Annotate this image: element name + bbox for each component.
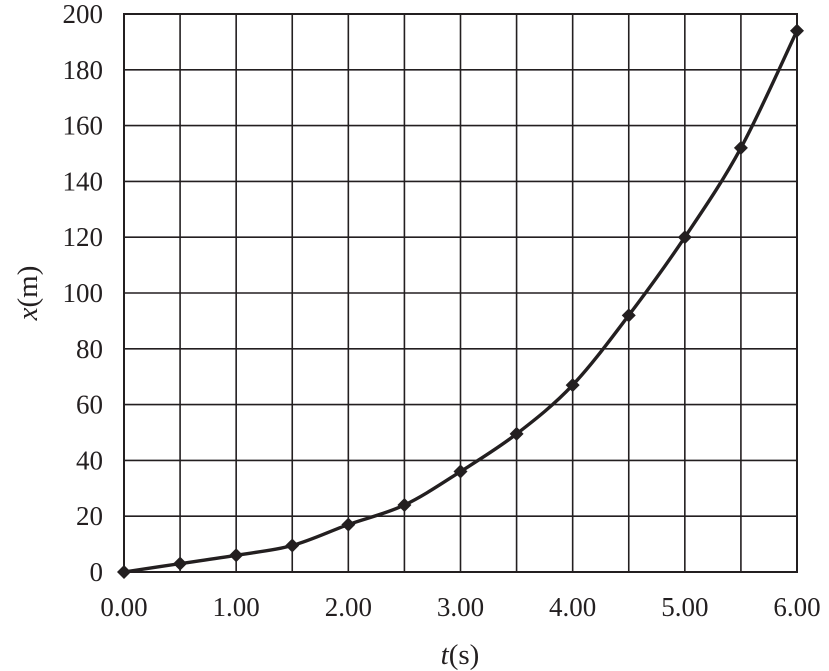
data-point-marker bbox=[117, 565, 131, 579]
x-tick-label: 6.00 bbox=[773, 592, 820, 622]
data-point-marker bbox=[733, 140, 748, 155]
x-tick-label: 2.00 bbox=[325, 592, 372, 622]
plot-frame bbox=[123, 13, 798, 573]
data-point-marker bbox=[565, 378, 580, 393]
data-point-marker bbox=[341, 517, 356, 532]
y-tick-label: 100 bbox=[63, 278, 104, 308]
data-point-marker bbox=[621, 308, 636, 323]
data-point-marker bbox=[285, 538, 300, 553]
y-axis-ticks: 0 20 40 60 80 100 120 140 160 180 200 bbox=[63, 0, 104, 587]
y-tick-label: 80 bbox=[76, 334, 103, 364]
x-tick-label: 3.00 bbox=[437, 592, 484, 622]
y-axis-unit: (m) bbox=[12, 266, 44, 308]
x-axis-var: t bbox=[441, 639, 450, 671]
x-axis-unit: (s) bbox=[449, 639, 480, 671]
data-point-marker bbox=[790, 23, 804, 38]
data-point-marker bbox=[677, 230, 692, 245]
data-point-marker bbox=[229, 548, 244, 563]
y-tick-label: 0 bbox=[90, 557, 104, 587]
x-axis-label: t(s) bbox=[441, 639, 480, 671]
data-point-marker bbox=[397, 498, 412, 513]
data-point-marker bbox=[173, 556, 188, 571]
data-markers bbox=[117, 23, 804, 579]
data-point-marker bbox=[453, 464, 468, 479]
x-axis-ticks: 0.00 1.00 2.00 3.00 4.00 5.00 6.00 bbox=[100, 592, 820, 622]
x-tick-label: 5.00 bbox=[661, 592, 708, 622]
y-tick-label: 140 bbox=[63, 166, 104, 196]
x-tick-label: 4.00 bbox=[549, 592, 596, 622]
data-point-marker bbox=[509, 426, 524, 441]
x-tick-label: 1.00 bbox=[213, 592, 260, 622]
y-tick-label: 180 bbox=[63, 55, 104, 85]
series-line bbox=[122, 29, 799, 574]
y-axis-label: x(m) bbox=[12, 266, 44, 322]
y-tick-label: 40 bbox=[76, 445, 103, 475]
y-tick-label: 60 bbox=[76, 390, 103, 420]
y-tick-label: 20 bbox=[76, 501, 103, 531]
y-tick-label: 120 bbox=[63, 222, 104, 252]
y-tick-label: 200 bbox=[63, 0, 104, 29]
y-tick-label: 160 bbox=[63, 111, 104, 141]
y-axis-var: x bbox=[12, 307, 44, 321]
grid bbox=[123, 13, 798, 573]
x-tick-label: 0.00 bbox=[100, 592, 147, 622]
